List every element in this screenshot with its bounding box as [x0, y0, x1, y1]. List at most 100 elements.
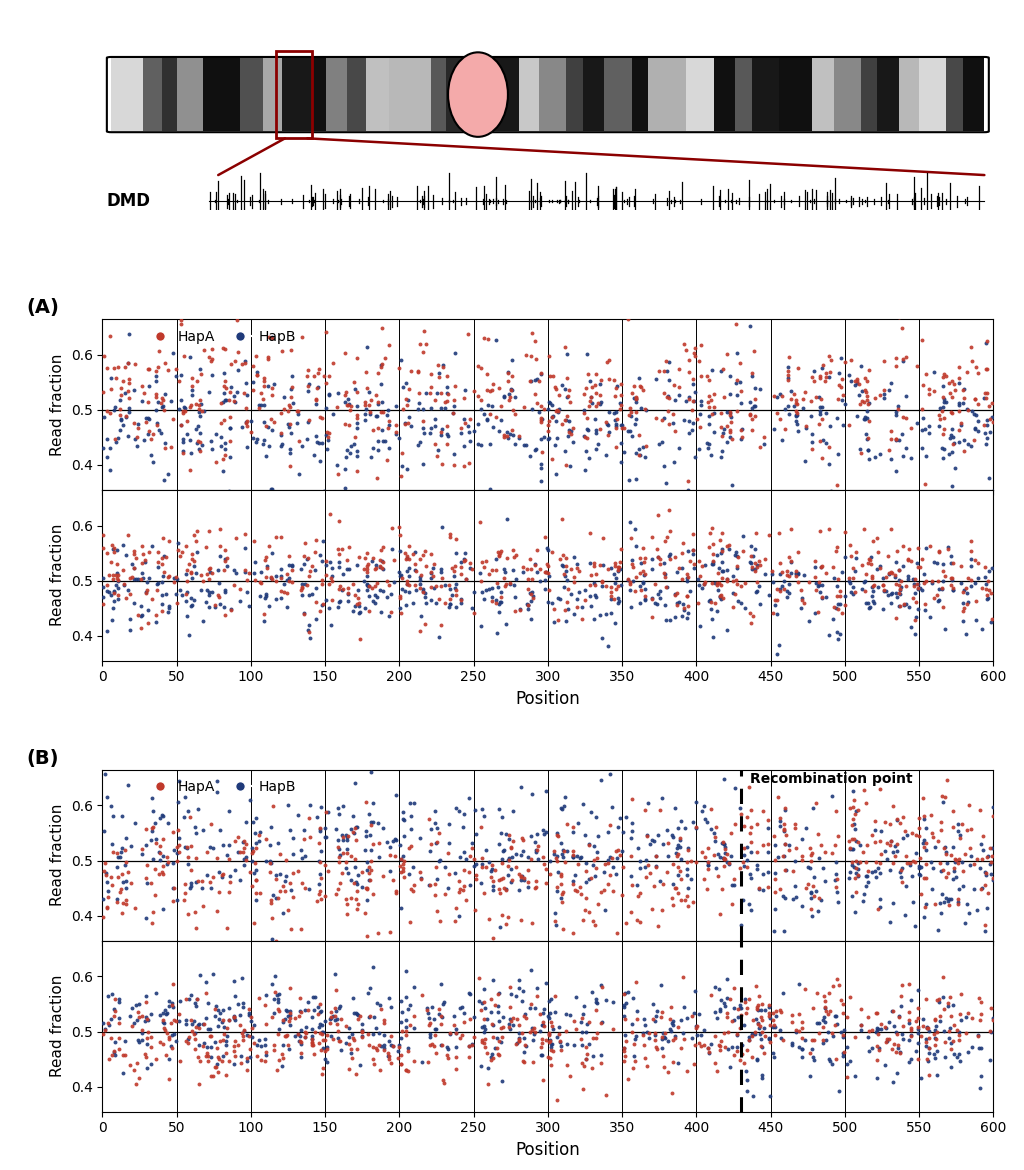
Point — [882, 564, 898, 583]
Point — [521, 584, 538, 603]
Point — [415, 270, 431, 289]
Point — [255, 435, 271, 454]
Point — [435, 1074, 452, 1093]
Point — [348, 882, 365, 901]
Point — [113, 410, 129, 428]
Point — [686, 1004, 702, 1023]
Point — [836, 1020, 852, 1039]
Point — [711, 558, 727, 577]
Point — [932, 854, 948, 873]
Point — [133, 569, 150, 587]
Point — [287, 1009, 303, 1027]
Point — [760, 835, 776, 854]
Point — [935, 393, 951, 412]
Point — [301, 411, 317, 429]
Point — [323, 1009, 339, 1027]
Point — [943, 846, 959, 865]
Point — [752, 379, 768, 398]
Point — [728, 1026, 744, 1045]
Point — [543, 1055, 559, 1074]
Point — [895, 828, 911, 847]
Point — [743, 1025, 760, 1044]
Point — [811, 388, 827, 407]
Point — [397, 1018, 414, 1037]
Point — [754, 1038, 770, 1057]
Point — [384, 1037, 400, 1055]
Point — [726, 1011, 742, 1030]
Point — [473, 1032, 489, 1051]
Point — [627, 414, 643, 433]
Point — [305, 1045, 322, 1064]
Point — [325, 1030, 341, 1048]
Point — [300, 1000, 316, 1019]
Point — [867, 862, 884, 881]
Point — [932, 894, 948, 913]
Point — [425, 567, 441, 586]
Point — [370, 418, 386, 436]
Point — [860, 873, 877, 892]
Point — [360, 1007, 377, 1026]
Point — [657, 351, 674, 370]
Point — [693, 367, 710, 386]
Point — [439, 384, 456, 402]
Point — [855, 885, 871, 903]
Point — [857, 383, 873, 401]
Point — [593, 371, 609, 390]
Point — [330, 598, 346, 617]
Point — [967, 551, 983, 570]
Point — [644, 831, 660, 849]
Y-axis label: Read fraction: Read fraction — [50, 353, 66, 455]
Point — [753, 1037, 769, 1055]
Point — [979, 429, 995, 448]
Point — [540, 400, 556, 419]
Point — [300, 992, 316, 1011]
Point — [155, 830, 171, 848]
Point — [536, 399, 552, 418]
Point — [356, 395, 373, 414]
Point — [313, 433, 330, 452]
Point — [397, 390, 414, 408]
Point — [159, 1004, 175, 1023]
Point — [776, 847, 793, 866]
Point — [622, 512, 638, 531]
Point — [572, 848, 589, 867]
Point — [749, 581, 765, 600]
Point — [498, 574, 514, 593]
Point — [850, 833, 866, 852]
Point — [127, 813, 143, 832]
Point — [788, 1021, 805, 1040]
Point — [767, 1006, 783, 1025]
Point — [582, 576, 598, 594]
Point — [359, 577, 376, 596]
Point — [895, 1030, 911, 1048]
Point — [741, 406, 758, 425]
Point — [433, 1035, 450, 1054]
Point — [847, 372, 863, 391]
Point — [964, 557, 980, 576]
Point — [676, 601, 692, 620]
Point — [297, 1000, 313, 1019]
Point — [980, 572, 996, 591]
Point — [262, 567, 279, 586]
Point — [568, 1019, 585, 1038]
Point — [144, 590, 161, 608]
Point — [969, 849, 985, 868]
Point — [484, 872, 501, 890]
Point — [835, 1047, 851, 1066]
Point — [735, 817, 752, 835]
Point — [246, 1016, 262, 1034]
Point — [981, 410, 997, 428]
Point — [895, 556, 911, 574]
Point — [931, 992, 947, 1011]
Point — [190, 402, 207, 421]
Point — [819, 1023, 836, 1041]
Point — [713, 586, 729, 605]
Point — [982, 838, 998, 856]
Point — [508, 570, 524, 589]
Point — [532, 413, 549, 432]
Point — [628, 410, 644, 428]
Point — [870, 900, 887, 918]
Point — [535, 820, 551, 839]
Point — [106, 592, 123, 611]
Point — [412, 335, 428, 353]
